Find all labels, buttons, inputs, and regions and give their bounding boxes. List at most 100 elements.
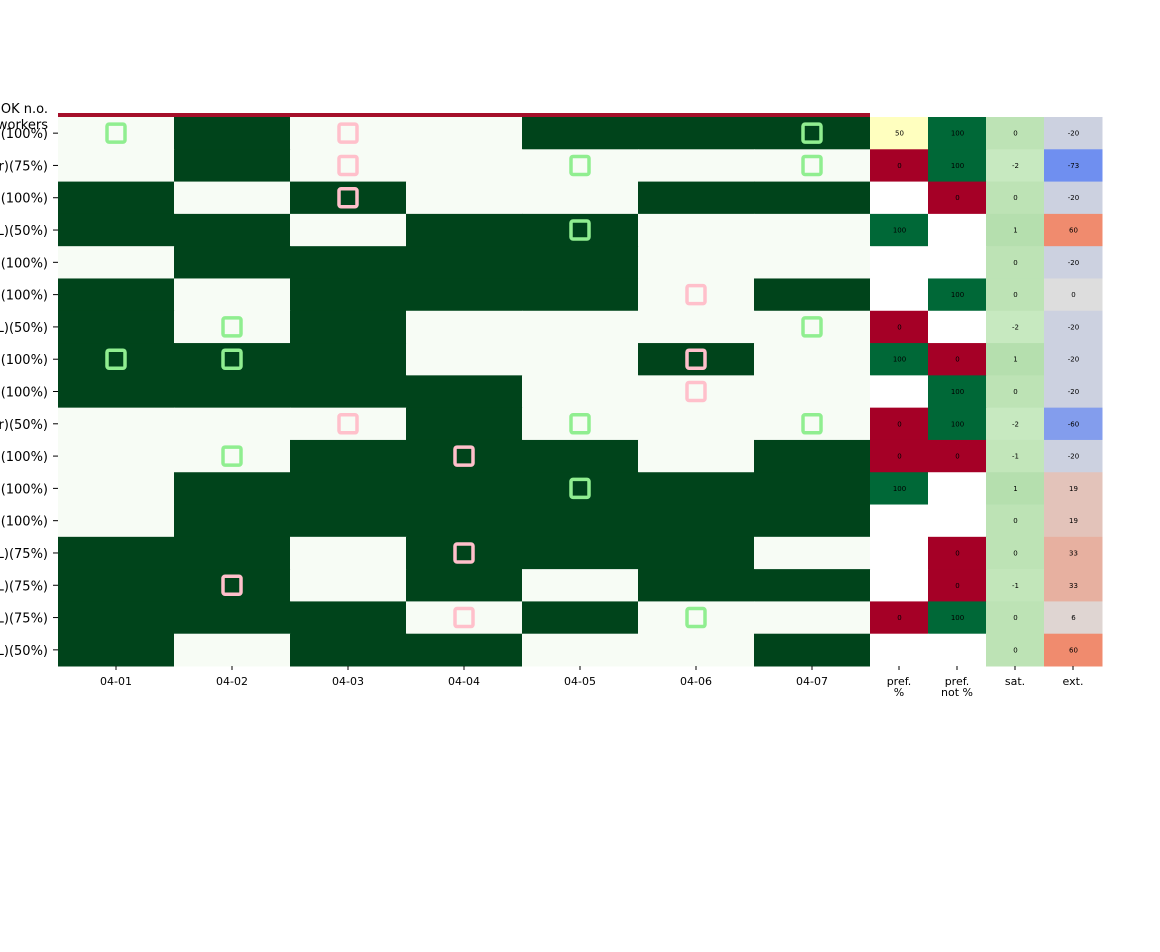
date-label: 04-05 bbox=[564, 675, 596, 688]
pref-not-pct-value: 100 bbox=[951, 614, 964, 622]
date-label: 04-07 bbox=[796, 675, 828, 688]
ext-value: -73 bbox=[1068, 162, 1079, 170]
pref-not-pct-value: 100 bbox=[951, 130, 964, 138]
shift-cell bbox=[754, 407, 871, 441]
shift-cell bbox=[754, 310, 871, 344]
row-label: (100%) bbox=[1, 192, 48, 207]
sat-cell bbox=[986, 213, 1045, 247]
pref-pct-cell bbox=[870, 213, 929, 247]
stat-column-label: % bbox=[894, 686, 904, 699]
shift-cell bbox=[522, 601, 639, 635]
top-band bbox=[58, 113, 870, 117]
shift-cell bbox=[406, 407, 523, 441]
shift-cell bbox=[406, 213, 523, 247]
ext-cell bbox=[1044, 246, 1103, 279]
shift-cell bbox=[638, 472, 755, 506]
shift-cell bbox=[638, 439, 755, 473]
preferred-shift-marker bbox=[569, 477, 591, 500]
shift-cell bbox=[754, 181, 871, 215]
sat-cell bbox=[986, 181, 1045, 215]
ext-cell bbox=[1044, 310, 1103, 344]
preferred-shift-marker bbox=[221, 445, 243, 467]
pref-not-pct-cell bbox=[928, 569, 987, 602]
sat-value: 1 bbox=[1013, 485, 1017, 493]
shift-cell bbox=[290, 407, 407, 441]
preferred-shift-marker bbox=[221, 348, 243, 370]
pref-pct-value: 0 bbox=[897, 453, 901, 461]
shift-cell bbox=[406, 536, 523, 570]
preferred-shift-marker bbox=[801, 122, 823, 144]
date-label: 04-03 bbox=[332, 675, 364, 688]
pref-not-pct-cell bbox=[928, 375, 987, 409]
shift-cell bbox=[58, 472, 175, 506]
pref-pct-value: 0 bbox=[897, 614, 901, 622]
pref-pct-cell bbox=[870, 117, 929, 150]
pref-pct-cell bbox=[870, 633, 929, 667]
sat-value: 0 bbox=[1013, 614, 1017, 622]
sat-value: 0 bbox=[1013, 388, 1017, 396]
row-label: L)(50%) bbox=[0, 321, 48, 336]
sat-value: 1 bbox=[1013, 356, 1017, 364]
shift-cell bbox=[174, 310, 291, 344]
shift-cell bbox=[638, 246, 755, 279]
ext-value: -20 bbox=[1068, 453, 1079, 461]
ext-cell bbox=[1044, 633, 1103, 667]
row-label: (100%) bbox=[1, 289, 48, 304]
shift-cell bbox=[174, 149, 291, 183]
ext-cell bbox=[1044, 343, 1103, 376]
shift-cell bbox=[754, 278, 871, 312]
shift-cell bbox=[406, 278, 523, 312]
sat-cell bbox=[986, 504, 1045, 538]
sat-cell bbox=[986, 601, 1045, 635]
shift-cell bbox=[58, 246, 175, 279]
row-label: L)(75%) bbox=[0, 547, 48, 562]
shift-cell bbox=[406, 117, 523, 150]
pref-not-pct-cell bbox=[928, 536, 987, 570]
row-label: L)(75%) bbox=[0, 612, 48, 627]
sat-value: 0 bbox=[1013, 646, 1017, 654]
pref-pct-cell bbox=[870, 472, 929, 506]
shift-cell bbox=[522, 181, 639, 215]
shift-cell bbox=[290, 310, 407, 344]
shift-cell bbox=[522, 149, 639, 183]
shift-cell bbox=[638, 149, 755, 183]
sat-cell bbox=[986, 569, 1045, 602]
preferred-shift-marker bbox=[105, 348, 127, 370]
shift-cell bbox=[522, 278, 639, 312]
sat-value: 0 bbox=[1013, 259, 1017, 267]
shift-cell bbox=[522, 504, 639, 538]
shift-cell bbox=[754, 213, 871, 247]
not-preferred-shift-marker bbox=[685, 380, 707, 403]
shift-cell bbox=[406, 439, 523, 473]
sat-cell bbox=[986, 117, 1045, 150]
shift-cell bbox=[638, 213, 755, 247]
shift-cell bbox=[638, 375, 755, 409]
ext-value: -20 bbox=[1068, 356, 1079, 364]
pref-not-pct-cell bbox=[928, 213, 987, 247]
row-label: (100%) bbox=[1, 450, 48, 465]
ext-cell bbox=[1044, 536, 1103, 570]
sat-cell bbox=[986, 375, 1045, 409]
not-preferred-shift-marker bbox=[453, 606, 475, 629]
row-label: (100%) bbox=[1, 127, 48, 142]
pref-pct-cell bbox=[870, 504, 929, 538]
shift-cell bbox=[522, 407, 639, 441]
pref-pct-cell bbox=[870, 278, 929, 312]
shift-cell bbox=[290, 375, 407, 409]
shift-cell bbox=[406, 601, 523, 635]
pref-not-pct-cell bbox=[928, 504, 987, 538]
pref-pct-value: 0 bbox=[897, 323, 901, 331]
preferred-shift-marker bbox=[685, 606, 707, 629]
shift-cell bbox=[290, 569, 407, 602]
shift-cell bbox=[406, 149, 523, 183]
preferred-shift-marker bbox=[221, 316, 243, 338]
pref-not-pct-value: 100 bbox=[951, 291, 964, 299]
ext-value: 0 bbox=[1071, 291, 1075, 299]
row-label: (100%) bbox=[1, 515, 48, 530]
preferred-shift-marker bbox=[801, 316, 823, 338]
row-label: r)(75%) bbox=[0, 159, 48, 174]
pref-pct-cell bbox=[870, 536, 929, 570]
date-label: 04-01 bbox=[100, 675, 132, 688]
sat-value: -2 bbox=[1012, 420, 1019, 428]
